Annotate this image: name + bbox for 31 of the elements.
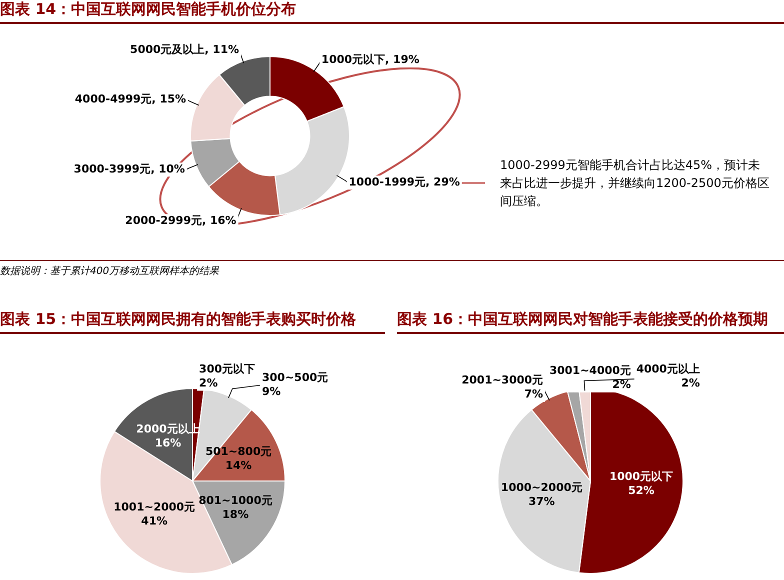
data-label: 16% (154, 436, 182, 450)
slice-label: 300元以下 (199, 362, 256, 376)
data-label: 18% (222, 508, 249, 522)
data-label: 2% (612, 378, 631, 392)
chart-title: 图表 15：中国互联网网民拥有的智能手表购买时价格 (0, 310, 385, 334)
text: 数据说明：基于累计400万移动互联网样本的结果 (0, 260, 784, 278)
data-label: 14% (225, 459, 252, 472)
data-label: 41% (141, 514, 168, 528)
data-label: 9% (262, 384, 281, 398)
data-label: 52% (628, 484, 654, 498)
text: 1000-2999元智能手机合计占比达45%，预计未来占比进一步提升，并继续向1200-2500元价格区间压缩。 (500, 157, 770, 210)
slice-label: 5000元及以上, 11% (130, 42, 240, 56)
slice-label: 2000-2999元, 16% (125, 214, 236, 227)
slice-label: 3001~4000元 (549, 364, 631, 378)
chart-title: 图表 16：中国互联网网民对智能手表能接受的价格预期 (397, 310, 784, 334)
data-label: 37% (528, 495, 555, 508)
slice-label: 4000-4999元, 15% (74, 92, 186, 106)
data-label: 2% (199, 376, 218, 390)
slice-label: 1001~2000元 (114, 500, 196, 514)
slice-label: 1000-1999元, 29% (348, 175, 460, 188)
slice-label: 1000~2000元 (500, 481, 582, 494)
data-label: 2% (681, 376, 700, 390)
slice-label: 1000元以下, 19% (321, 53, 420, 66)
data-label: 7% (524, 388, 544, 401)
slice-label: 3000-3999元, 10% (74, 162, 185, 176)
slice-label: 2001~3000元 (462, 374, 544, 387)
slice-label: 300~500元 (262, 370, 328, 384)
slice-label: 1000元以下 (609, 470, 674, 484)
slice-label: 4000元以上 (636, 362, 700, 376)
chart-title: 图表 14：中国互联网网民智能手机价位分布 (0, 0, 784, 24)
slice-label: 801~1000元 (198, 494, 272, 508)
